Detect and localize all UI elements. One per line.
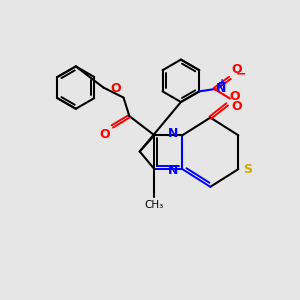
Text: O: O bbox=[99, 128, 110, 141]
Text: −: − bbox=[236, 68, 246, 81]
Text: O: O bbox=[232, 100, 242, 113]
Text: O: O bbox=[229, 90, 240, 103]
Text: O: O bbox=[232, 63, 242, 76]
Text: O: O bbox=[110, 82, 121, 95]
Text: N: N bbox=[168, 164, 178, 177]
Text: N: N bbox=[216, 82, 226, 95]
Text: CH₃: CH₃ bbox=[145, 200, 164, 210]
Text: N: N bbox=[168, 127, 178, 140]
Text: +: + bbox=[218, 78, 226, 88]
Text: S: S bbox=[243, 163, 252, 176]
